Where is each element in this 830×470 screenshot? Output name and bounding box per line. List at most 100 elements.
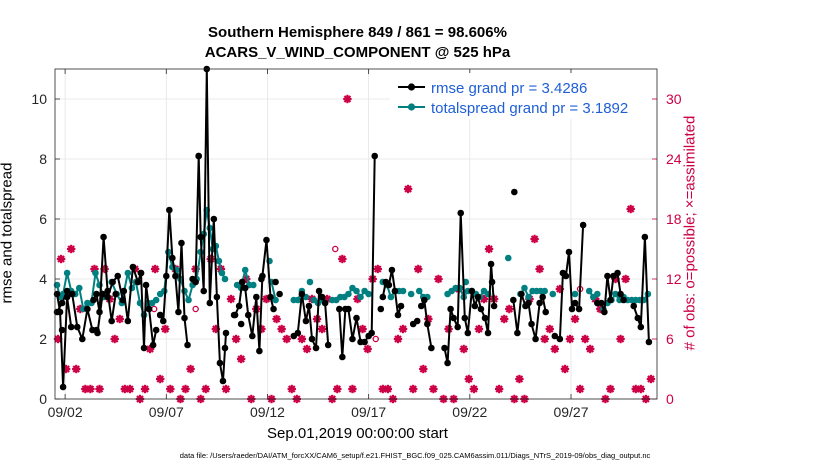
rmse-point [152, 326, 160, 334]
totalspread-point [594, 290, 601, 298]
obs-assimilated-marker [86, 384, 95, 394]
obs-marker-stroke [404, 185, 412, 193]
rmse-point [308, 335, 316, 343]
rmse-point [100, 233, 107, 241]
obs-marker-stroke [95, 385, 104, 393]
x-tick-label: 09/12 [250, 404, 285, 420]
obs-assimilated-marker [343, 94, 352, 104]
obs-assimilated-marker [236, 354, 246, 364]
obs-assimilated-marker [636, 384, 646, 394]
rmse-point [84, 305, 91, 313]
rmse-point [568, 305, 576, 313]
y-tick-label: 10 [31, 91, 47, 107]
obs-assimilated-marker [363, 344, 372, 354]
rmse-point [206, 299, 214, 307]
rmse-point [510, 296, 517, 304]
rmse-point [79, 335, 86, 343]
obs-assimilated-marker [358, 324, 367, 334]
rmse-point [93, 290, 100, 298]
rmse-point [244, 311, 252, 319]
x-tick-label: 09/22 [452, 404, 487, 420]
rmse-point [604, 272, 611, 280]
rmse-point [484, 329, 492, 337]
obs-assimilated-marker [110, 334, 119, 344]
obs-assimilated-marker [226, 294, 236, 304]
rmse-point [474, 293, 482, 301]
rmse-point [109, 278, 116, 286]
obs-assimilated-marker [469, 384, 479, 394]
obs-assimilated-marker [408, 384, 418, 394]
obs-assimilated-marker [348, 384, 357, 394]
obs-assimilated-marker [540, 334, 549, 344]
rmse-point [441, 344, 448, 352]
obs-marker-stroke [495, 385, 503, 393]
obs-assimilated-marker [181, 384, 190, 394]
obs-marker-stroke [232, 335, 240, 343]
legend-spread-label: totalspread grand pr = 3.1892 [431, 100, 628, 117]
rmse-point [96, 308, 103, 316]
totalspread-point [306, 278, 314, 286]
rmse-point [428, 344, 435, 352]
obs-assimilated-marker [201, 384, 210, 394]
rmse-point [68, 290, 76, 298]
rmse-point [59, 383, 67, 391]
obs-marker-stroke [72, 365, 81, 373]
rmse-point [542, 308, 550, 316]
totalspread-point [75, 284, 83, 292]
obs-marker-stroke [373, 265, 382, 273]
rmse-point [175, 308, 182, 316]
rmse-point [339, 353, 346, 361]
obs-possible-marker [192, 305, 199, 313]
obs-marker-stroke [414, 265, 423, 273]
obs-assimilated-marker [459, 344, 468, 354]
obs-assimilated-marker [560, 364, 570, 374]
rmse-point [353, 314, 360, 322]
rmse-point [305, 302, 313, 310]
x-tick-label: 09/02 [48, 404, 83, 420]
totalspread-point [585, 287, 593, 295]
rmse-point [63, 293, 71, 301]
rmse-point [129, 263, 137, 271]
obs-marker-stroke [535, 265, 544, 273]
obs-marker-stroke [287, 385, 296, 393]
obs-marker-stroke [540, 335, 549, 343]
rmse-point [104, 287, 111, 295]
rmse-point [424, 320, 431, 328]
rmse-point [490, 302, 498, 310]
x-tick-label: 09/07 [149, 404, 184, 420]
rmse-point [536, 299, 543, 307]
rmse-point [641, 233, 649, 241]
obs-assimilated-marker [383, 384, 393, 394]
totalspread-point [612, 290, 619, 298]
obs-marker-stroke [272, 315, 281, 323]
rmse-point [248, 332, 256, 340]
obs-assimilated-marker [140, 384, 150, 394]
rmse-point [532, 335, 539, 343]
totalspread-point [415, 287, 423, 295]
rmse-point [276, 290, 283, 298]
rmse-line-segment [296, 290, 330, 349]
obs-marker-stroke [57, 255, 65, 263]
rmse-point [159, 317, 167, 325]
obs-marker-stroke [616, 335, 625, 343]
obs-marker-stroke [571, 315, 579, 323]
obs-marker-stroke [637, 385, 645, 393]
totalspread-point [152, 296, 160, 304]
totalspread-point [353, 287, 360, 295]
obs-marker-stroke [156, 375, 165, 383]
rmse-point [461, 314, 469, 322]
y2-tick-label: 0 [666, 391, 674, 407]
obs-marker-stroke [475, 325, 483, 333]
obs-assimilated-marker [621, 274, 630, 284]
rmse-point [166, 206, 173, 214]
obs-marker-stroke [480, 295, 488, 303]
rmse-point [397, 302, 405, 310]
rmse-point [481, 314, 489, 322]
obs-marker-stroke [90, 265, 99, 273]
obs-marker-stroke [505, 305, 514, 313]
rmse-point [272, 278, 279, 286]
rmse-point [318, 293, 326, 301]
rmse-point [156, 311, 164, 319]
y2-tick-label: 18 [666, 211, 682, 227]
rmse-point [197, 233, 204, 241]
